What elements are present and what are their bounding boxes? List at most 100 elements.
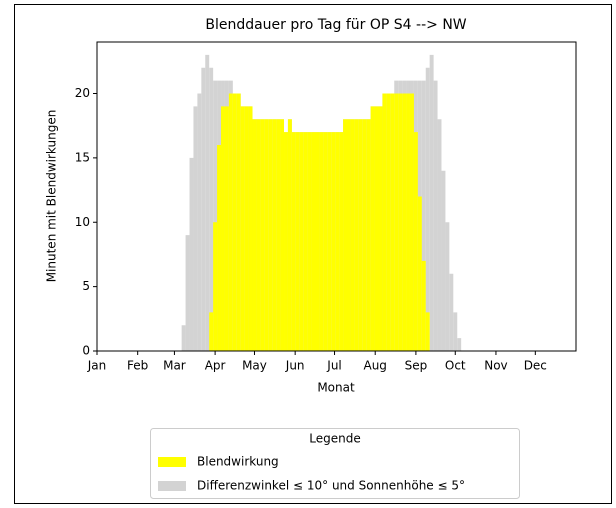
- y-tick-label: 0: [82, 344, 90, 358]
- bar: [319, 132, 324, 351]
- chart-title: Blenddauer pro Tag für OP S4 --> NW: [205, 17, 466, 33]
- bar: [264, 119, 269, 351]
- bar: [339, 132, 344, 351]
- bar: [307, 132, 312, 351]
- bar: [260, 119, 265, 351]
- bar: [213, 222, 218, 351]
- bar: [331, 132, 336, 351]
- bar: [276, 119, 281, 351]
- bar: [386, 93, 391, 351]
- bar: [236, 93, 241, 351]
- bar: [244, 106, 249, 351]
- bar: [354, 119, 359, 351]
- bar: [350, 119, 355, 351]
- legend-box: [150, 428, 520, 499]
- axes-frame: [96, 41, 577, 352]
- bar: [311, 132, 316, 351]
- x-tick-label: Jan: [87, 359, 107, 373]
- bar: [284, 132, 288, 351]
- bar: [197, 93, 202, 351]
- bar: [425, 67, 430, 351]
- bar: [437, 119, 442, 351]
- bar: [374, 106, 379, 351]
- bar: [268, 119, 273, 351]
- bar: [366, 119, 371, 351]
- bar: [362, 119, 367, 351]
- bar: [287, 119, 292, 351]
- bar: [252, 119, 257, 351]
- bar: [315, 132, 320, 351]
- legend-label: Differenzwinkel ≤ 10° und Sonnenhöhe ≤ 5…: [197, 479, 465, 493]
- bar: [445, 222, 450, 351]
- x-tick-label: Apr: [205, 359, 226, 373]
- x-axis-label: Monat: [317, 381, 355, 395]
- bar: [299, 132, 304, 351]
- bar: [335, 132, 340, 351]
- bar: [217, 145, 222, 351]
- bar: [185, 235, 190, 351]
- bar: [343, 119, 347, 351]
- bar: [209, 67, 214, 351]
- x-tick-label: Aug: [363, 359, 386, 373]
- legend-label: Blendwirkung: [197, 455, 279, 469]
- bar: [378, 106, 383, 351]
- legend-swatch: [158, 457, 186, 467]
- bar: [272, 119, 277, 351]
- bar: [429, 54, 434, 351]
- x-tick-label: Nov: [484, 359, 507, 373]
- bar: [205, 54, 210, 351]
- bar: [409, 93, 414, 351]
- bar: [449, 273, 454, 351]
- bar: [390, 93, 395, 351]
- bar: [346, 119, 351, 351]
- x-tick-label: Jun: [285, 359, 305, 373]
- bar: [303, 132, 308, 351]
- bar: [370, 106, 375, 351]
- y-axis-label: Minuten mit Blendwirkungen: [45, 110, 59, 283]
- bar: [453, 312, 458, 351]
- x-tick-label: May: [242, 359, 267, 373]
- x-tick-label: Sep: [405, 359, 428, 373]
- bar: [201, 67, 206, 351]
- bar: [240, 106, 245, 351]
- bar: [209, 312, 214, 351]
- bar: [323, 132, 328, 351]
- bar: [213, 80, 218, 351]
- legend-title: Legende: [309, 432, 360, 446]
- y-tick-label: 5: [82, 279, 90, 293]
- bar: [441, 170, 446, 351]
- bar: [382, 93, 387, 351]
- bar: [421, 260, 426, 351]
- bar: [406, 93, 410, 351]
- bar: [193, 106, 198, 351]
- bar: [291, 132, 296, 351]
- bar: [280, 119, 285, 351]
- bar: [256, 119, 261, 351]
- bar: [425, 312, 430, 351]
- x-tick-label: Dec: [524, 359, 547, 373]
- y-tick-label: 20: [75, 86, 90, 100]
- bar: [232, 93, 237, 351]
- x-tick-label: Feb: [127, 359, 148, 373]
- bar: [181, 325, 186, 351]
- bar: [413, 132, 418, 351]
- bar: [248, 106, 253, 351]
- bar: [398, 93, 403, 351]
- bar: [421, 80, 426, 351]
- bar: [402, 93, 407, 351]
- x-tick-label: Jul: [326, 359, 341, 373]
- plot: [181, 54, 462, 351]
- bar: [417, 196, 422, 351]
- bar: [224, 106, 229, 351]
- bar: [327, 132, 332, 351]
- x-tick-label: Oct: [445, 359, 466, 373]
- bar: [457, 338, 462, 351]
- bar: [221, 106, 225, 351]
- x-tick-label: Mar: [163, 359, 186, 373]
- bar: [433, 80, 438, 351]
- legend-swatch: [158, 481, 186, 491]
- y-tick-label: 10: [75, 215, 90, 229]
- bar: [394, 93, 399, 351]
- bar: [228, 93, 233, 351]
